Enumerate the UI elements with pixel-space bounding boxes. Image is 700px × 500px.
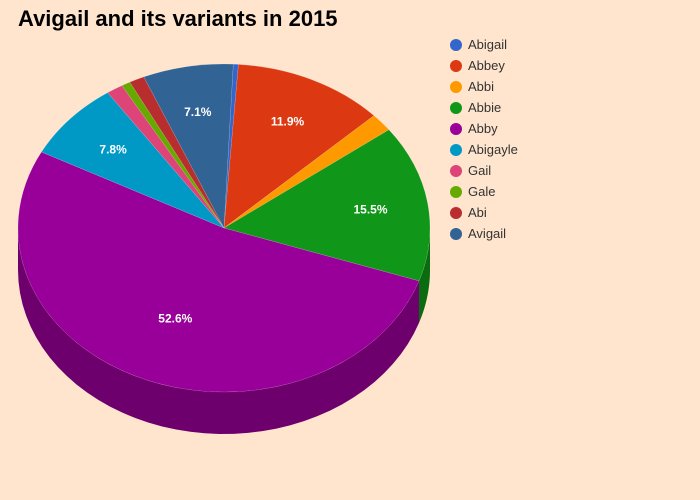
legend: Abigail Abbey Abbi Abbie Abby Abigayle Gail Gal… bbox=[450, 34, 518, 244]
slice-label-abigayle: 7.8% bbox=[99, 143, 127, 157]
legend-label: Abbie bbox=[468, 100, 502, 115]
pie-slice-abigayle[interactable] bbox=[41, 92, 225, 229]
legend-item-abbi[interactable]: Abbi bbox=[450, 76, 518, 97]
slice-label-avigail: 7.1% bbox=[184, 105, 212, 119]
slice-labels: 11.9% 15.5% 52.6% 7.8% 7.1% bbox=[99, 105, 387, 326]
legend-item-abbie[interactable]: Abbie bbox=[450, 97, 518, 118]
pie-slice-abbi[interactable] bbox=[223, 115, 390, 229]
legend-item-gail[interactable]: Gail bbox=[450, 160, 518, 181]
pie-slice-abby[interactable] bbox=[17, 151, 420, 393]
legend-item-avigail[interactable]: Avigail bbox=[450, 223, 518, 244]
slice-label-abby: 52.6% bbox=[158, 311, 192, 325]
legend-swatch bbox=[450, 80, 462, 93]
legend-swatch bbox=[450, 143, 462, 156]
pie-slice-abi[interactable] bbox=[129, 76, 225, 229]
legend-label: Abby bbox=[468, 121, 498, 136]
pie-slice-abbey[interactable] bbox=[223, 64, 375, 229]
legend-swatch bbox=[450, 185, 462, 198]
legend-swatch bbox=[450, 206, 462, 219]
pie-slice-avigail[interactable] bbox=[143, 63, 234, 229]
legend-label: Avigail bbox=[468, 226, 507, 241]
legend-swatch bbox=[450, 122, 462, 135]
pie-side-abby bbox=[18, 228, 419, 434]
legend-label: Abi bbox=[468, 205, 487, 220]
pie-slices bbox=[17, 63, 431, 393]
slice-label-abbey: 11.9% bbox=[271, 114, 305, 128]
pie-slice-gail[interactable] bbox=[107, 85, 225, 229]
legend-label: Abbey bbox=[468, 58, 505, 73]
legend-label: Gail bbox=[468, 163, 492, 178]
legend-item-gale[interactable]: Gale bbox=[450, 181, 518, 202]
legend-item-abigail[interactable]: Abigail bbox=[450, 34, 518, 55]
legend-swatch bbox=[450, 38, 462, 51]
pie-slice-abbie[interactable] bbox=[223, 129, 431, 282]
legend-swatch bbox=[450, 164, 462, 177]
pie-slice-abigail[interactable] bbox=[223, 63, 239, 229]
legend-item-abigayle[interactable]: Abigayle bbox=[450, 139, 518, 160]
legend-label: Abbi bbox=[468, 79, 495, 94]
legend-label: Gale bbox=[468, 184, 496, 199]
pie-slice-gale[interactable] bbox=[121, 81, 225, 229]
slice-label-abbie: 15.5% bbox=[353, 203, 387, 217]
legend-label: Abigail bbox=[468, 37, 508, 52]
legend-swatch bbox=[450, 227, 462, 240]
legend-item-abbey[interactable]: Abbey bbox=[450, 55, 518, 76]
pie-side-walls bbox=[18, 228, 430, 434]
legend-swatch bbox=[450, 59, 462, 72]
legend-item-abi[interactable]: Abi bbox=[450, 202, 518, 223]
legend-swatch bbox=[450, 101, 462, 114]
legend-item-abby[interactable]: Abby bbox=[450, 118, 518, 139]
chart-title: Avigail and its variants in 2015 bbox=[18, 6, 338, 31]
legend-label: Abigayle bbox=[468, 142, 518, 157]
pie-side-abbie bbox=[418, 228, 430, 323]
